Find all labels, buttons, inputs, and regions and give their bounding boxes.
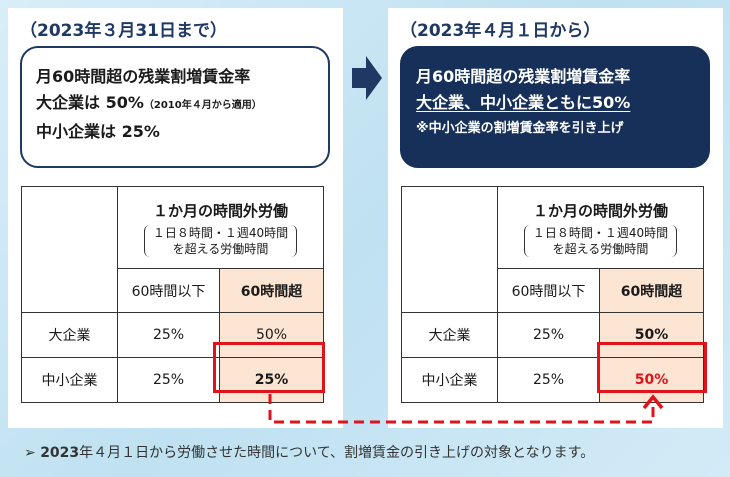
cell-large-over-60: 50% — [219, 312, 324, 358]
rule-large-company: 大企業は 50%（2010年４月から適用） — [36, 90, 328, 119]
row-label-small: 中小企業 — [401, 357, 498, 403]
rule-box-after: 月60時間超の残業割増賃金率 大企業、中小企業ともに50% ※中小企業の割増賃金… — [400, 46, 710, 168]
right-arrow-icon — [352, 56, 382, 100]
cell-small-60-or-less: 25% — [117, 357, 220, 403]
rule-large-company-note: （2010年４月から適用） — [143, 100, 262, 111]
cell-large-over-60: 50% — [599, 312, 704, 358]
period-title-before: （2023年３月31日まで） — [20, 21, 227, 41]
rates-table-after: １か月の時間外労働 １日８時間・１週40時間 を超える労働時間 60時間以下 6… — [401, 186, 704, 403]
header-title: １か月の時間外労働 — [152, 201, 288, 220]
bullet-arrow-icon: ➢ — [24, 445, 36, 461]
rule-both-companies: 大企業、中小企業ともに50% — [416, 90, 708, 116]
footnote-year: 2023 — [40, 445, 80, 461]
rule-note: ※中小企業の割増賃金率を引き上げ — [416, 121, 624, 136]
header-sub: １日８時間・１週40時間 を超える労働時間 — [523, 224, 678, 257]
col-60-or-less: 60時間以下 — [117, 268, 220, 313]
row-label-large: 大企業 — [401, 312, 498, 358]
header-title: １か月の時間外労働 — [532, 201, 668, 220]
cell-small-over-60: 25% — [219, 357, 324, 403]
header-sub: １日８時間・１週40時間 を超える労働時間 — [143, 224, 298, 257]
rule-title-after: 月60時間超の残業割増賃金率 — [416, 67, 631, 86]
table-corner — [21, 186, 118, 313]
header-sub-line-1: １日８時間・１週40時間 — [532, 225, 669, 240]
after-panel: （2023年４月１日から） 月60時間超の残業割増賃金率 大企業、中小企業ともに… — [388, 8, 723, 428]
period-title-after: （2023年４月１日から） — [400, 21, 601, 41]
footnote-text: 年４月１日から労働させた時間について、割増賃金の引き上げの対象となります。 — [79, 445, 595, 461]
table-corner — [401, 186, 498, 313]
rates-table-before: １か月の時間外労働 １日８時間・１週40時間 を超える労働時間 60時間以下 6… — [21, 186, 324, 403]
cell-small-60-or-less: 25% — [497, 357, 600, 403]
cell-large-60-or-less: 25% — [117, 312, 220, 358]
rule-both-companies-text: 大企業、中小企業ともに50% — [416, 93, 631, 112]
before-panel: （2023年３月31日まで） 月60時間超の残業割増賃金率 大企業は 50%（2… — [8, 8, 343, 428]
table-header: １か月の時間外労働 １日８時間・１週40時間 を超える労働時間 — [117, 186, 324, 269]
col-60-or-less: 60時間以下 — [497, 268, 600, 313]
table-header: １か月の時間外労働 １日８時間・１週40時間 を超える労働時間 — [497, 186, 704, 269]
header-sub-line-2: を超える労働時間 — [172, 241, 269, 256]
footnote: ➢ 2023年４月１日から労働させた時間について、割増賃金の引き上げの対象となり… — [24, 442, 594, 462]
cell-large-60-or-less: 25% — [497, 312, 600, 358]
col-over-60: 60時間超 — [599, 268, 704, 313]
row-label-small: 中小企業 — [21, 357, 118, 403]
cell-small-over-60: 50% — [599, 357, 704, 403]
col-over-60: 60時間超 — [219, 268, 324, 313]
row-label-large: 大企業 — [21, 312, 118, 358]
header-sub-line-1: １日８時間・１週40時間 — [152, 225, 289, 240]
rule-box-before: 月60時間超の残業割増賃金率 大企業は 50%（2010年４月から適用） 中小企… — [20, 46, 330, 168]
header-sub-line-2: を超える労働時間 — [552, 241, 649, 256]
rule-large-company-text: 大企業は 50% — [36, 93, 144, 112]
rule-small-company: 中小企業は 25% — [36, 122, 160, 141]
rule-title: 月60時間超の残業割増賃金率 — [36, 67, 251, 86]
